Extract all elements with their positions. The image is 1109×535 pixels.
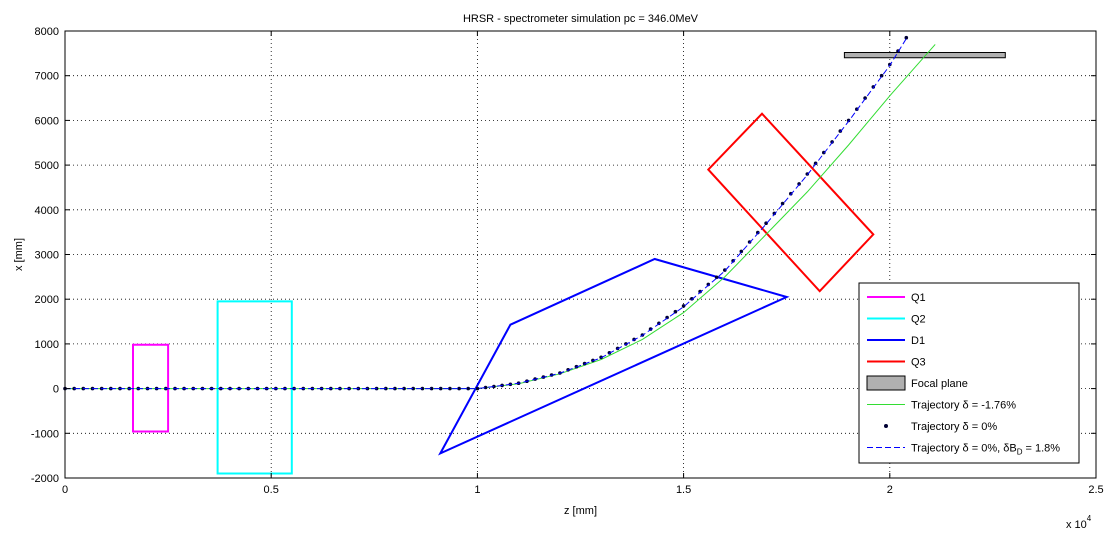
x-tick-label: 2 — [887, 484, 893, 496]
x-tick-label: 1 — [474, 484, 480, 496]
legend-label: Trajectory δ = -1.76% — [911, 400, 1016, 412]
legend-swatch — [884, 424, 888, 428]
y-tick-label: 3000 — [35, 250, 59, 262]
x-tick-label: 0 — [62, 484, 68, 496]
trajectory-point — [723, 268, 727, 272]
trajectory-point — [846, 118, 851, 123]
legend-box — [858, 282, 1080, 464]
trajectory-point — [904, 35, 909, 40]
trajectory-point — [466, 386, 471, 391]
trajectory-dots-1 — [63, 35, 909, 391]
y-axis-title: x [mm] — [13, 238, 25, 271]
q3-element — [706, 112, 875, 293]
chart-title: HRSR - spectrometer simulation pc = 346.… — [463, 13, 699, 25]
trajectory-point — [492, 384, 496, 389]
trajectory-point — [438, 386, 443, 391]
trajectory-point — [411, 386, 416, 391]
focal-plane-element — [843, 52, 1006, 59]
trajectory-point — [483, 385, 488, 390]
trajectory-point — [756, 230, 760, 235]
trajectory-line-0 — [65, 44, 936, 390]
y-tick-label: 8000 — [35, 26, 59, 38]
trajectory-point — [420, 386, 425, 391]
trajectory-point — [813, 161, 818, 166]
y-tick-label: 7000 — [35, 71, 59, 83]
trajectory-series — [63, 35, 936, 391]
trajectory-point — [475, 386, 480, 391]
legend-label: Q1 — [911, 292, 926, 304]
trajectory-point — [429, 386, 434, 391]
y-tick-label: 5000 — [35, 160, 59, 172]
legend-label: Trajectory δ = 0% — [911, 421, 997, 433]
trajectory-point — [714, 275, 719, 280]
q1-element — [132, 343, 170, 433]
trajectory-point — [706, 282, 711, 287]
beamline-elements — [132, 52, 1006, 475]
x-tick-label: 1.5 — [676, 484, 691, 496]
d1-element — [437, 257, 790, 456]
legend-swatch — [866, 375, 906, 391]
x-tick-label: 2.5 — [1088, 484, 1103, 496]
q2-element — [216, 300, 293, 475]
y-tick-label: -1000 — [31, 428, 59, 440]
legend-label: Q3 — [911, 357, 926, 369]
axis-ticks: 0 0.5 1 1.5 2 2.5 -2000 -1000 0 1000 2000 3000 4000 5… — [31, 26, 1104, 496]
y-tick-label: -2000 — [31, 473, 59, 485]
x-axis-exponent: x 104 — [1066, 514, 1092, 531]
trajectory-point — [681, 304, 686, 308]
y-tick-label: 2000 — [35, 294, 59, 306]
legend: Q1 Q2 D1 Q3 Focal plane Trajectory δ = -1.76%… — [858, 282, 1080, 464]
trajectory-point — [402, 386, 406, 391]
legend-label: Trajectory δ = 0%, δBD = 1.8% — [911, 443, 1060, 457]
legend-label: Q2 — [911, 314, 926, 326]
trajectory-point — [448, 386, 452, 391]
x-exponent-power: 4 — [1087, 514, 1092, 523]
legend-label: D1 — [911, 335, 925, 347]
y-tick-label: 4000 — [35, 205, 59, 217]
trajectory-point — [457, 386, 461, 391]
trajectory-point — [879, 73, 884, 78]
trajectory-point — [797, 182, 801, 186]
trajectory-point — [739, 249, 744, 254]
x-exponent-base: x 10 — [1066, 519, 1087, 531]
trajectory-point — [780, 201, 785, 206]
trajectory-point — [690, 297, 694, 301]
y-tick-label: 6000 — [35, 115, 59, 127]
trajectory-line-2 — [65, 38, 907, 390]
x-tick-label: 0.5 — [264, 484, 279, 496]
x-axis-title: z [mm] — [564, 505, 597, 517]
y-tick-label: 1000 — [35, 339, 59, 351]
y-tick-label: 0 — [53, 384, 59, 396]
legend-label: Focal plane — [911, 378, 968, 390]
trajectory-point — [698, 289, 702, 294]
